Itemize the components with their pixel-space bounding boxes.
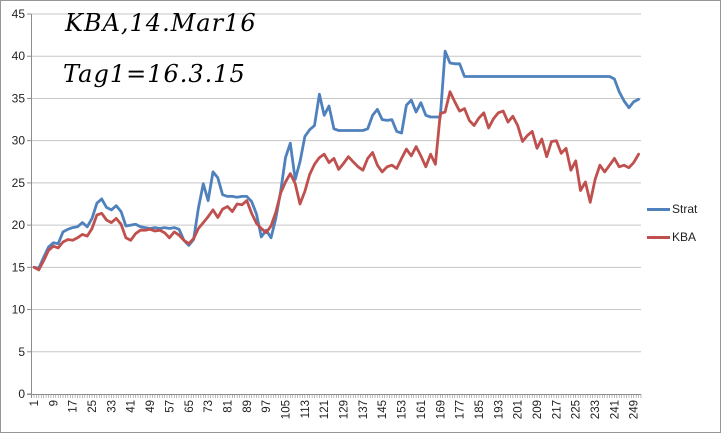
x-tick-label: 105 xyxy=(281,400,293,419)
y-tick-label: 30 xyxy=(12,134,26,148)
legend-item-kba[interactable]: KBA xyxy=(647,226,697,248)
x-tick-label: 33 xyxy=(106,400,118,413)
y-tick-label: 40 xyxy=(12,49,26,63)
x-tick-label: 145 xyxy=(377,400,389,419)
legend: Strat KBA xyxy=(647,198,697,254)
series-line-strat[interactable] xyxy=(32,49,640,270)
chart-annotation-line1: KBA,14.Mar16 xyxy=(65,9,257,37)
x-axis-labels: 1 9 17 25 33 41 49 57 65 73 81 89 97 105 113 121 129 137 1… xyxy=(29,400,641,419)
x-tick-label: 17 xyxy=(68,400,80,413)
y-tick-label: 5 xyxy=(18,345,25,359)
x-tick-label: 193 xyxy=(493,400,505,419)
y-axis-labels: 0 5 10 15 20 25 30 35 40 45 xyxy=(12,7,31,401)
x-tick-label: 225 xyxy=(571,400,583,419)
y-tick-label: 45 xyxy=(12,7,26,21)
x-tick-label: 49 xyxy=(145,400,157,413)
x-tick-label: 153 xyxy=(397,400,409,419)
x-tick-label: 233 xyxy=(590,400,602,419)
x-tick-label: 41 xyxy=(126,400,138,413)
x-tick-label: 241 xyxy=(609,400,621,419)
x-tick-label: 57 xyxy=(164,400,176,413)
x-tick-label: 25 xyxy=(87,400,99,413)
x-tick-label: 9 xyxy=(48,400,60,406)
x-tick-label: 209 xyxy=(532,400,544,419)
legend-line-strat-icon xyxy=(647,207,670,211)
x-tick-label: 1 xyxy=(29,400,41,406)
x-axis-ticks xyxy=(33,394,642,398)
y-tick-label: 10 xyxy=(12,303,26,317)
legend-line-kba-icon xyxy=(647,235,670,239)
x-tick-label: 249 xyxy=(629,400,641,419)
x-tick-label: 177 xyxy=(455,400,467,419)
x-tick-label: 201 xyxy=(513,400,525,419)
legend-label-kba: KBA xyxy=(672,230,697,244)
x-tick-label: 65 xyxy=(184,400,196,413)
y-tick-label: 35 xyxy=(12,91,26,105)
legend-label-strat: Strat xyxy=(672,202,698,216)
x-tick-label: 137 xyxy=(358,400,370,419)
x-tick-label: 185 xyxy=(474,400,486,419)
x-tick-label: 217 xyxy=(551,400,563,419)
y-tick-label: 15 xyxy=(12,260,26,274)
y-tick-label: 20 xyxy=(12,218,26,232)
x-tick-label: 169 xyxy=(435,400,447,419)
x-tick-label: 129 xyxy=(339,400,351,419)
y-tick-label: 25 xyxy=(12,176,26,190)
x-tick-label: 161 xyxy=(416,400,428,419)
legend-item-strat[interactable]: Strat xyxy=(647,198,697,220)
x-tick-label: 89 xyxy=(242,400,254,413)
series-line-kba[interactable] xyxy=(32,90,640,272)
y-tick-label: 0 xyxy=(18,387,25,401)
chart-annotation-line2: Tag1=16.3.15 xyxy=(63,60,246,88)
x-tick-label: 81 xyxy=(222,400,234,413)
x-tick-label: 121 xyxy=(319,400,331,419)
x-tick-label: 113 xyxy=(300,400,312,418)
x-tick-label: 97 xyxy=(261,400,273,413)
x-tick-label: 73 xyxy=(203,400,215,413)
